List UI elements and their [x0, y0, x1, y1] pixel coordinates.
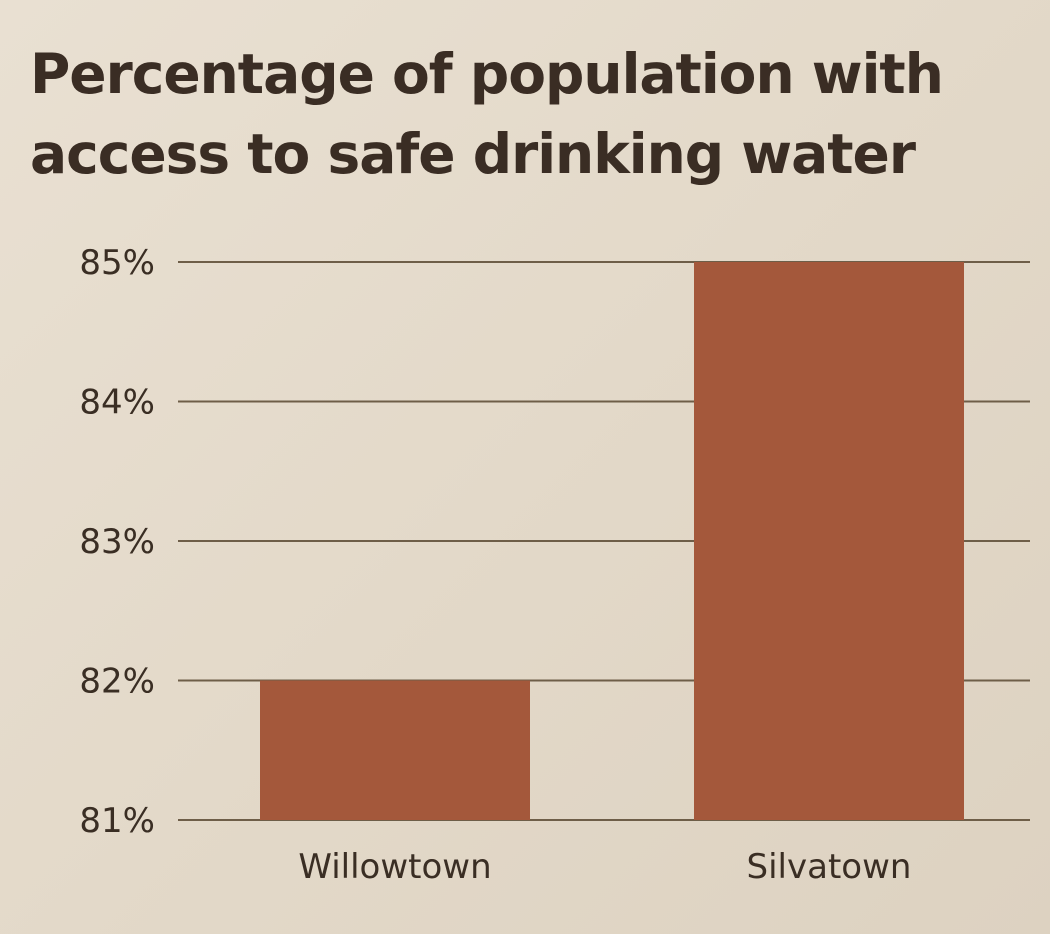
- y-tick-label: 85%: [79, 243, 155, 283]
- y-tick-label: 81%: [79, 801, 155, 841]
- chart-title: Percentage of population with access to …: [30, 42, 944, 186]
- y-tick-label: 84%: [79, 383, 155, 423]
- bar-willowtown: [260, 680, 530, 820]
- x-category-label: Silvatown: [747, 847, 912, 887]
- x-category-label: Willowtown: [298, 847, 491, 887]
- y-axis-tick-labels: 81% 82% 83% 84% 85%: [79, 243, 155, 841]
- bar-silvatown: [694, 262, 964, 820]
- y-tick-label: 82%: [79, 662, 155, 702]
- y-tick-label: 83%: [79, 522, 155, 562]
- bars: [260, 262, 964, 820]
- x-axis-category-labels: Willowtown Silvatown: [298, 847, 911, 887]
